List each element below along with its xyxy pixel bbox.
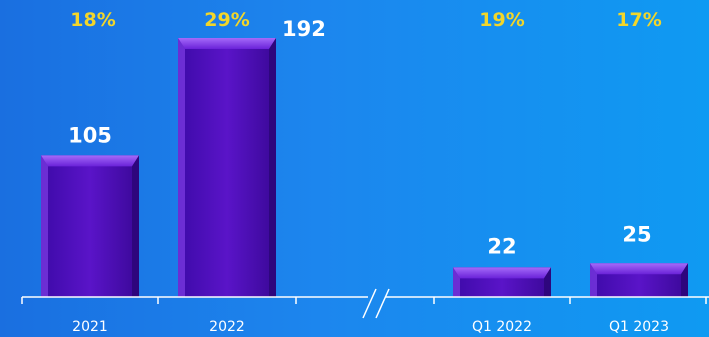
- bar-bevel-left: [41, 155, 48, 297]
- growth-label: 17%: [616, 9, 661, 31]
- x-tick-label: Q1 2023: [609, 319, 669, 335]
- x-tick-label: 2021: [72, 319, 108, 335]
- bar-2021: [41, 155, 139, 297]
- bar-body: [41, 155, 139, 297]
- value-label: 105: [68, 123, 112, 147]
- growth-label: 18%: [70, 9, 115, 31]
- bar-bevel-left: [178, 38, 185, 297]
- bar-q1-2022: [453, 267, 551, 297]
- growth-label: 19%: [479, 9, 524, 31]
- bar-q1-2023: [590, 263, 688, 297]
- bar-cap: [178, 38, 276, 49]
- x-tick-label: 2022: [209, 319, 245, 335]
- value-label: 192: [282, 17, 326, 41]
- bar-cap: [453, 267, 551, 279]
- growth-label: 29%: [204, 9, 249, 31]
- axis-break-marker: [362, 288, 390, 319]
- bar-cap: [590, 263, 688, 275]
- bar-bevel-right: [544, 267, 551, 297]
- bar-bevel-right: [132, 155, 139, 297]
- value-label: 22: [487, 234, 516, 258]
- bar-bevel-right: [269, 38, 276, 297]
- bar-cap: [41, 155, 139, 167]
- bar-bevel-left: [453, 267, 460, 297]
- value-label: 25: [622, 222, 651, 246]
- bar-body: [178, 38, 276, 297]
- bar-2022: [178, 38, 276, 297]
- bar-bevel-left: [590, 263, 597, 297]
- x-tick-label: Q1 2022: [472, 319, 532, 335]
- bar-bevel-right: [681, 263, 688, 297]
